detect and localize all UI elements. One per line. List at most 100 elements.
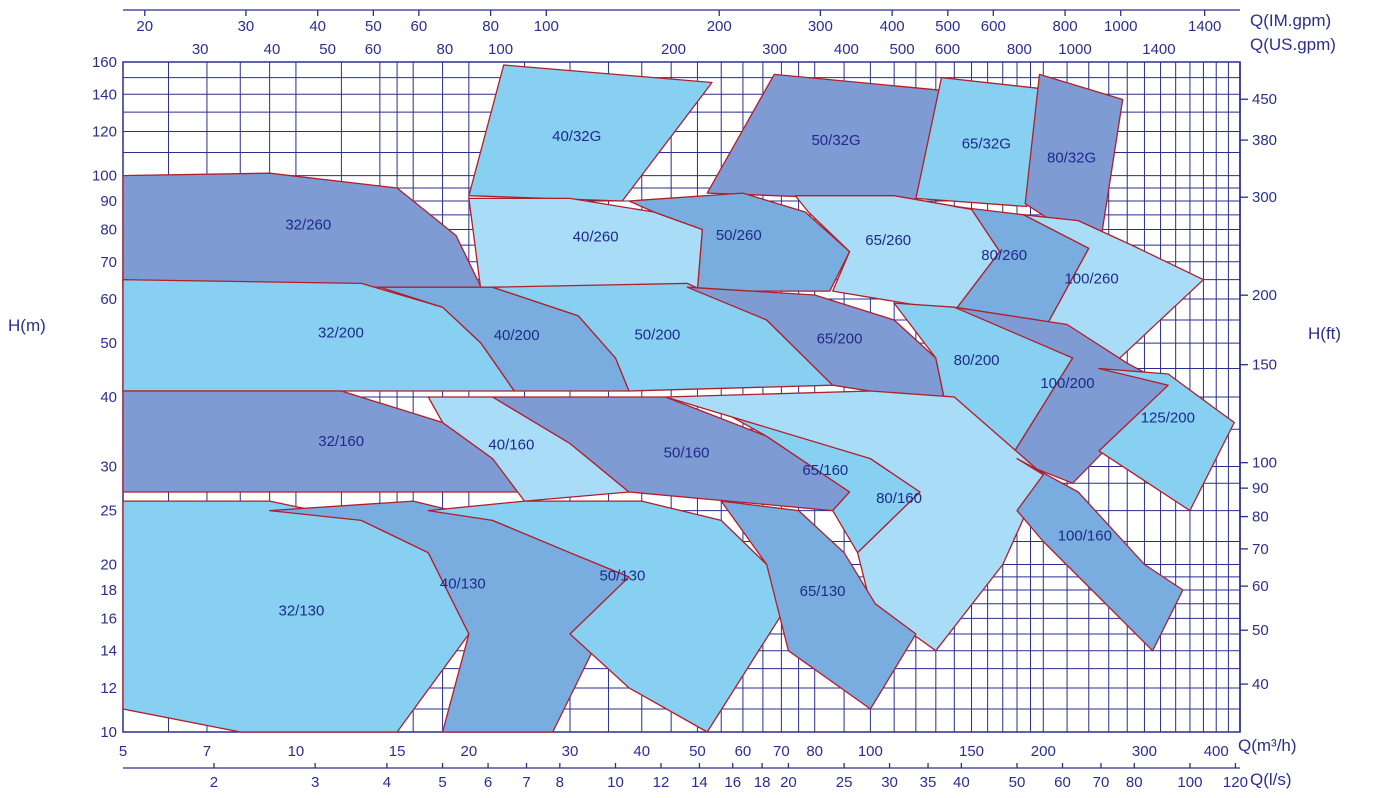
pump-zone-label: 65/32G xyxy=(962,135,1011,152)
pump-zone-label: 50/260 xyxy=(716,227,762,244)
y-tick-label: 12 xyxy=(100,680,117,697)
y-tick-label: 25 xyxy=(100,503,117,520)
x-us-gpm-tick-label: 1000 xyxy=(1058,41,1091,58)
x-ls-tick-label: 2 xyxy=(210,774,218,791)
pump-zone-label: 40/32G xyxy=(552,128,601,145)
x-ls-tick-label: 25 xyxy=(836,774,853,791)
x-tick-label: 40 xyxy=(633,743,650,760)
pump-zone-50-130 xyxy=(427,500,790,733)
pump-zone-label: 65/160 xyxy=(802,462,848,479)
x-tick-label: 7 xyxy=(203,743,211,760)
x-ls-tick-label: 14 xyxy=(691,774,708,791)
pump-zone-label: 80/200 xyxy=(954,352,1000,369)
x-tick-label: 15 xyxy=(389,743,406,760)
x-im-gpm-tick-label: 400 xyxy=(880,18,905,35)
pump-zone-label: 50/130 xyxy=(599,567,645,584)
y-ft-tick-label: 50 xyxy=(1252,622,1269,639)
x-tick-label: 70 xyxy=(773,743,790,760)
x-us-gpm-tick-label: 1400 xyxy=(1142,41,1175,58)
x-axis-label-ls: Q(l/s) xyxy=(1250,770,1292,789)
y-ft-tick-label: 80 xyxy=(1252,509,1269,526)
pump-zone-label: 50/160 xyxy=(664,445,710,462)
y-tick-label: 40 xyxy=(100,389,117,406)
x-ls-tick-label: 35 xyxy=(920,774,937,791)
x-us-gpm-tick-label: 500 xyxy=(890,41,915,58)
y-tick-label: 30 xyxy=(100,459,117,476)
y-ft-tick-label: 380 xyxy=(1252,132,1277,149)
y-tick-label: 20 xyxy=(100,557,117,574)
x-im-gpm-tick-label: 800 xyxy=(1053,18,1078,35)
x-im-gpm-tick-label: 50 xyxy=(365,18,382,35)
y-ft-tick-label: 90 xyxy=(1252,480,1269,497)
pump-zone-100-160 xyxy=(1016,457,1184,652)
x-us-gpm-tick-label: 50 xyxy=(319,41,336,58)
x-im-gpm-tick-label: 60 xyxy=(411,18,428,35)
x-im-gpm-tick-label: 80 xyxy=(482,18,499,35)
x-tick-label: 10 xyxy=(288,743,305,760)
x-im-gpm-tick-label: 40 xyxy=(309,18,326,35)
x-im-gpm-tick-label: 30 xyxy=(238,18,255,35)
x-tick-label: 100 xyxy=(858,743,883,760)
x-ls-tick-label: 50 xyxy=(1009,774,1026,791)
pump-zone-label: 100/160 xyxy=(1058,527,1112,544)
y-axis-label-right: H(ft) xyxy=(1308,324,1341,343)
x-tick-label: 300 xyxy=(1132,743,1157,760)
y-axis-label-left: H(m) xyxy=(8,316,46,335)
pump-zone-label: 80/260 xyxy=(981,247,1027,264)
x-axis-label-m3h: Q(m³/h) xyxy=(1238,736,1297,755)
x-ls-tick-label: 8 xyxy=(556,774,564,791)
x-im-gpm-tick-label: 200 xyxy=(707,18,732,35)
x-tick-label: 5 xyxy=(119,743,127,760)
x-us-gpm-tick-label: 40 xyxy=(264,41,281,58)
x-us-gpm-tick-label: 800 xyxy=(1007,41,1032,58)
pump-zone-label: 80/160 xyxy=(876,490,922,507)
pump-zone-label: 65/130 xyxy=(800,583,846,600)
x-ls-tick-label: 80 xyxy=(1126,774,1143,791)
y-tick-label: 100 xyxy=(92,168,117,185)
x-us-gpm-tick-label: 600 xyxy=(935,41,960,58)
x-ls-tick-label: 12 xyxy=(653,774,670,791)
pump-zone-label: 125/200 xyxy=(1141,409,1195,426)
x-ls-tick-label: 40 xyxy=(953,774,970,791)
x-ls-tick-label: 10 xyxy=(607,774,624,791)
y-ft-tick-label: 200 xyxy=(1252,287,1277,304)
x-us-gpm-tick-label: 30 xyxy=(192,41,209,58)
y-ft-tick-label: 100 xyxy=(1252,455,1277,472)
x-ls-tick-label: 4 xyxy=(383,774,391,791)
x-ls-tick-label: 6 xyxy=(484,774,492,791)
pump-zone-label: 32/200 xyxy=(318,325,364,342)
y-ft-tick-label: 60 xyxy=(1252,578,1269,595)
y-ft-tick-label: 70 xyxy=(1252,541,1269,558)
y-tick-label: 140 xyxy=(92,86,117,103)
pump-zone-label: 32/260 xyxy=(285,216,331,233)
x-ls-tick-label: 20 xyxy=(780,774,797,791)
x-tick-label: 50 xyxy=(689,743,706,760)
pump-zone-label: 40/260 xyxy=(573,229,619,246)
x-us-gpm-tick-label: 400 xyxy=(834,41,859,58)
pump-zone-label: 80/32G xyxy=(1047,149,1096,166)
y-tick-label: 70 xyxy=(100,254,117,271)
x-us-gpm-tick-label: 60 xyxy=(365,41,382,58)
x-tick-label: 200 xyxy=(1031,743,1056,760)
x-ls-tick-label: 30 xyxy=(881,774,898,791)
x-ls-tick-label: 5 xyxy=(438,774,446,791)
x-ls-tick-label: 70 xyxy=(1093,774,1110,791)
y-ft-tick-label: 40 xyxy=(1252,676,1269,693)
x-ls-tick-label: 3 xyxy=(311,774,319,791)
x-us-gpm-tick-label: 300 xyxy=(762,41,787,58)
y-tick-label: 160 xyxy=(92,54,117,71)
pump-zone-label: 32/130 xyxy=(278,602,324,619)
pump-zone-65-130 xyxy=(720,500,917,710)
pump-zone-label: 65/260 xyxy=(865,232,911,249)
x-ls-tick-label: 18 xyxy=(754,774,771,791)
pump-zone-label: 65/200 xyxy=(817,330,863,347)
pump-zone-label: 40/130 xyxy=(440,575,486,592)
pump-zone-label: 100/200 xyxy=(1040,375,1094,392)
x-tick-label: 150 xyxy=(959,743,984,760)
chart-axes: 1012141618202530405060708090100120140160… xyxy=(92,9,1277,791)
x-ls-tick-label: 100 xyxy=(1177,774,1202,791)
pump-zone-80-160 xyxy=(664,390,1044,652)
x-im-gpm-tick-label: 1000 xyxy=(1104,18,1137,35)
y-tick-label: 16 xyxy=(100,610,117,627)
pump-zone-label: 32/160 xyxy=(318,433,364,450)
